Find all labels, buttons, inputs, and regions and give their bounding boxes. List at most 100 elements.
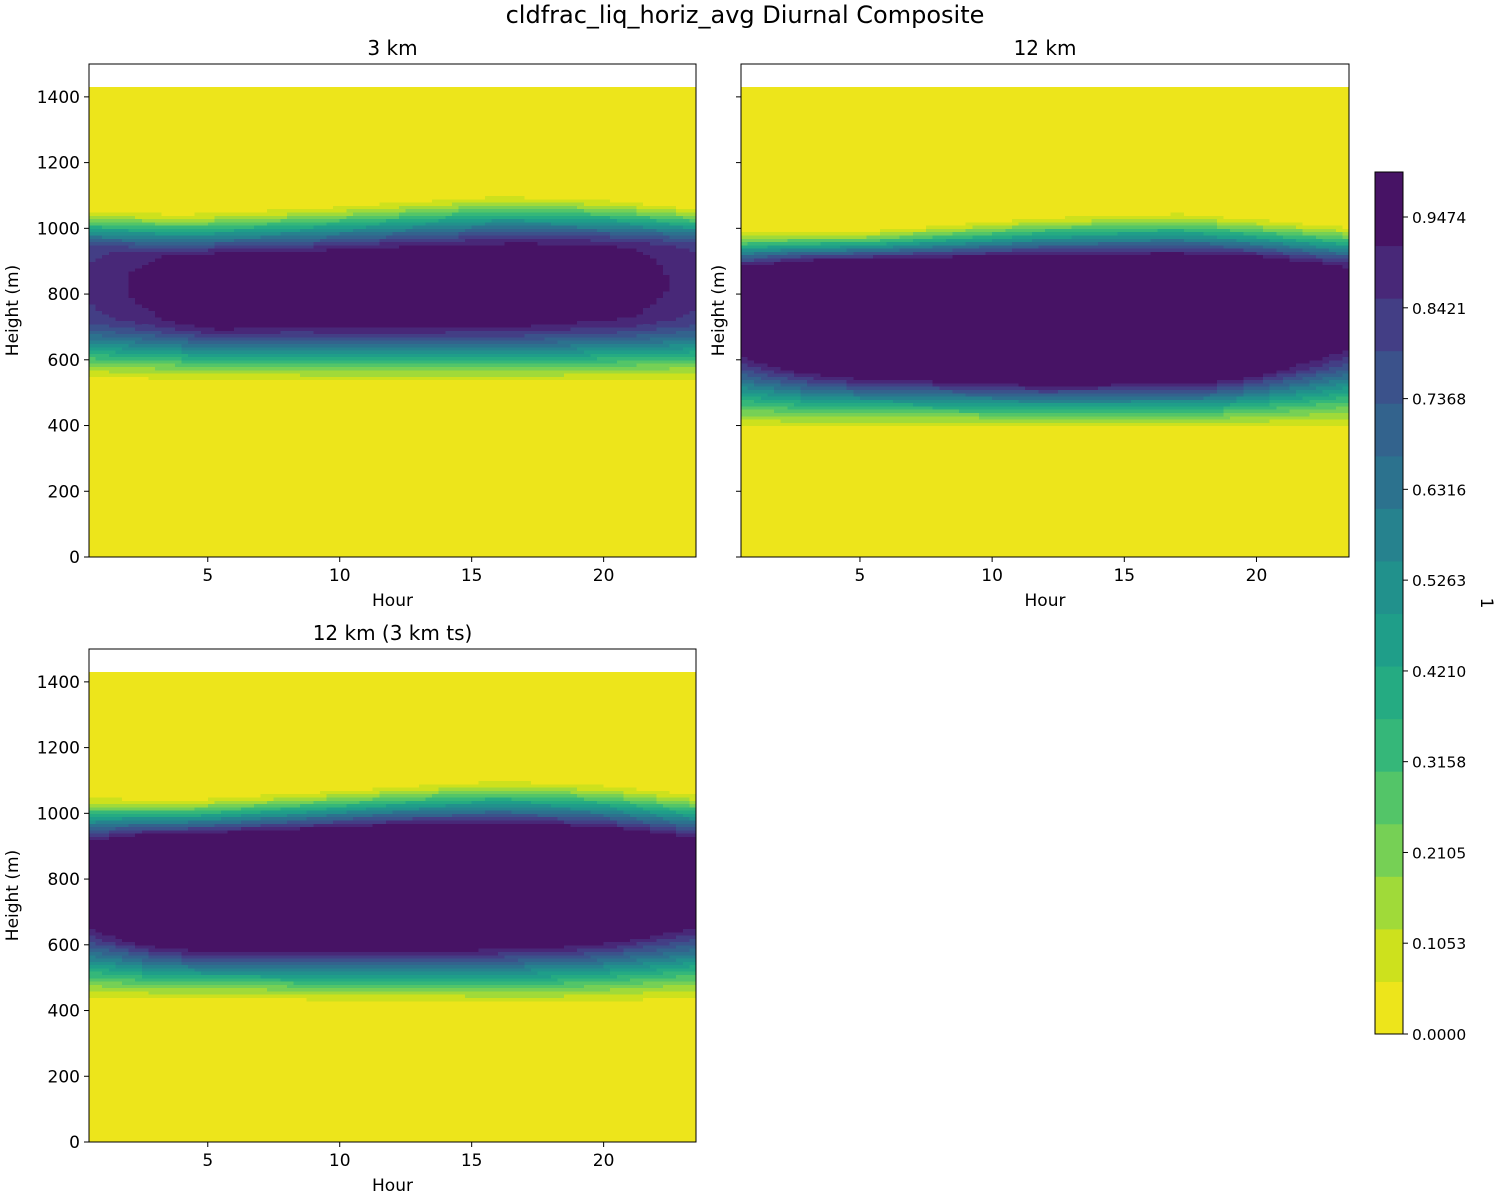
contour-cell bbox=[643, 369, 651, 374]
contour-cell bbox=[141, 241, 149, 246]
contour-cell bbox=[610, 221, 618, 226]
contour-cell bbox=[1157, 386, 1165, 390]
contour-cell bbox=[886, 399, 894, 404]
contour-cell bbox=[267, 369, 275, 374]
contour-cell bbox=[1031, 254, 1039, 387]
contour-cell bbox=[1051, 218, 1059, 223]
contour-cell bbox=[366, 363, 374, 367]
contour-cell bbox=[1130, 418, 1139, 423]
contour-cell bbox=[669, 372, 677, 381]
contour-cell bbox=[754, 241, 762, 246]
contour-cell bbox=[1011, 218, 1020, 226]
contour-cell bbox=[840, 379, 848, 384]
contour-cell bbox=[879, 399, 887, 404]
contour-cell bbox=[1282, 425, 1291, 558]
contour-cell bbox=[557, 215, 565, 220]
contour-cell bbox=[141, 323, 149, 331]
contour-cell bbox=[1249, 376, 1258, 381]
contour-cell bbox=[121, 333, 130, 338]
contour-cell bbox=[260, 215, 268, 220]
contour-cell bbox=[676, 340, 684, 344]
contour-cell bbox=[1177, 395, 1185, 400]
contour-cell bbox=[1177, 402, 1185, 407]
contour-cell bbox=[1256, 248, 1264, 252]
contour-cell bbox=[174, 333, 182, 338]
contour-cell bbox=[207, 221, 215, 226]
contour-cell bbox=[339, 340, 347, 344]
contour-cell bbox=[807, 392, 815, 397]
contour-cell bbox=[1018, 415, 1026, 420]
contour-cell bbox=[1203, 241, 1211, 246]
contour-cell bbox=[932, 87, 940, 226]
contour-cell bbox=[879, 405, 887, 410]
contour-cell bbox=[511, 87, 519, 197]
contour-cell bbox=[346, 244, 354, 249]
contour-cell bbox=[227, 244, 235, 249]
contour-cell bbox=[1276, 87, 1284, 223]
contour-cell bbox=[583, 326, 592, 335]
contour-cell bbox=[610, 366, 618, 371]
contour-cell bbox=[1289, 415, 1297, 420]
contour-cell bbox=[676, 234, 684, 239]
contour-cell bbox=[280, 251, 288, 328]
contour-cell bbox=[524, 205, 532, 210]
contour-cell bbox=[194, 238, 202, 243]
contour-cell bbox=[985, 422, 993, 427]
contour-cell bbox=[906, 251, 914, 256]
contour-cell bbox=[471, 366, 479, 371]
contour-cell bbox=[774, 231, 782, 236]
contour-cell bbox=[1183, 399, 1191, 404]
contour-cell bbox=[517, 336, 526, 341]
contour-cell bbox=[187, 340, 196, 344]
contour-cell bbox=[564, 359, 572, 364]
contour-cell bbox=[1269, 376, 1277, 381]
contour-cell bbox=[800, 251, 808, 256]
contour-cell bbox=[478, 244, 486, 328]
contour-cell bbox=[754, 372, 762, 377]
contour-cell bbox=[293, 343, 301, 348]
contour-cell bbox=[959, 234, 967, 239]
contour-cell bbox=[826, 234, 835, 239]
contour-cell bbox=[972, 231, 980, 236]
contour-cell bbox=[899, 257, 907, 381]
contour-cell bbox=[597, 336, 605, 341]
contour-cell bbox=[247, 356, 255, 361]
contour-cell bbox=[115, 225, 123, 229]
contour-cell bbox=[676, 87, 684, 210]
contour-cell bbox=[1177, 409, 1185, 413]
contour-cell bbox=[161, 248, 169, 252]
contour-cell bbox=[807, 382, 815, 387]
contour-cell bbox=[886, 409, 894, 413]
contour-cell bbox=[1263, 386, 1271, 390]
contour-cell bbox=[1216, 244, 1225, 249]
contour-cell bbox=[544, 244, 552, 325]
contour-cell bbox=[1144, 228, 1152, 233]
contour-cell bbox=[959, 422, 967, 427]
contour-cell bbox=[135, 211, 143, 220]
contour-cell bbox=[906, 409, 914, 413]
contour-cell bbox=[425, 340, 433, 344]
contour-cell bbox=[412, 241, 420, 246]
contour-cell bbox=[893, 231, 901, 236]
contour-cell bbox=[313, 376, 321, 381]
contour-cell bbox=[820, 425, 828, 558]
contour-cell bbox=[1137, 395, 1145, 400]
contour-cell bbox=[445, 87, 453, 200]
contour-cell bbox=[432, 379, 440, 558]
contour-cell bbox=[1223, 392, 1231, 397]
contour-cell bbox=[813, 422, 821, 427]
contour-cell bbox=[1197, 402, 1205, 407]
contour-cell bbox=[866, 389, 874, 394]
contour-cell bbox=[603, 198, 611, 206]
contour-cell bbox=[939, 395, 947, 400]
contour-cell bbox=[840, 257, 848, 377]
contour-cell bbox=[207, 372, 215, 381]
contour-cell bbox=[1197, 415, 1205, 420]
contour-cell bbox=[978, 244, 987, 249]
contour-cell bbox=[1084, 402, 1092, 407]
contour-cell bbox=[780, 412, 788, 417]
contour-cell bbox=[807, 238, 815, 243]
contour-cell bbox=[300, 248, 308, 252]
contour-cell bbox=[965, 389, 973, 394]
contour-cell bbox=[201, 372, 209, 381]
